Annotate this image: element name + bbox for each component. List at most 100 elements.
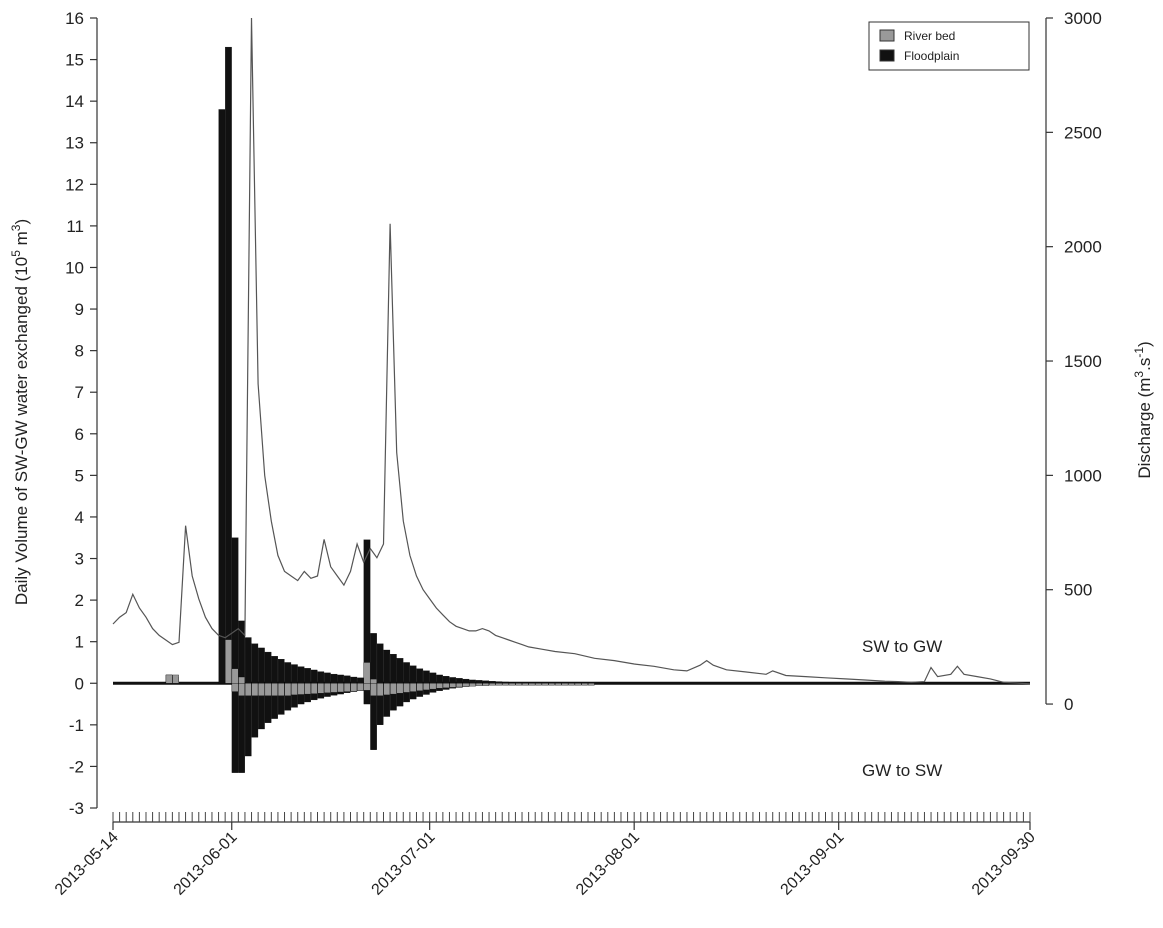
bar-river-bed bbox=[284, 683, 292, 696]
bar-floodplain bbox=[271, 656, 278, 684]
bar-floodplain bbox=[231, 683, 239, 773]
bar-river-bed bbox=[508, 683, 516, 686]
bar-floodplain bbox=[456, 678, 463, 684]
bar-river-bed bbox=[469, 683, 476, 687]
bar-floodplain bbox=[218, 109, 226, 684]
bar-floodplain bbox=[482, 680, 490, 684]
left-tick-label: 10 bbox=[65, 258, 84, 277]
bar-floodplain bbox=[403, 662, 410, 684]
bar-river-bed bbox=[588, 683, 595, 686]
bar-river-bed bbox=[581, 683, 588, 686]
bar-floodplain bbox=[442, 676, 450, 684]
left-tick-label: 1 bbox=[75, 633, 84, 652]
bar-floodplain bbox=[449, 677, 457, 684]
bar-floodplain bbox=[337, 674, 344, 684]
bar-floodplain bbox=[357, 677, 364, 684]
bar-river-bed bbox=[409, 683, 417, 692]
left-tick-label: 2 bbox=[75, 591, 84, 610]
x-tick-label: 2013-09-30 bbox=[969, 829, 1039, 899]
bar-floodplain bbox=[304, 668, 311, 684]
bar-river-bed bbox=[522, 683, 529, 686]
left-tick-label: 16 bbox=[65, 9, 84, 28]
bar-river-bed bbox=[449, 683, 457, 688]
bar-floodplain bbox=[231, 537, 239, 684]
left-tick-label: 15 bbox=[65, 51, 84, 70]
bar-river-bed bbox=[363, 662, 371, 684]
legend-label-river-bed: River bed bbox=[904, 29, 955, 43]
bar-river-bed bbox=[436, 683, 443, 689]
bar-floodplain bbox=[291, 664, 298, 684]
bar-river-bed bbox=[330, 683, 338, 693]
bar-river-bed bbox=[317, 683, 325, 694]
x-tick-label: 2013-07-01 bbox=[369, 829, 439, 899]
left-tick-label: 13 bbox=[65, 134, 84, 153]
x-tick-label: 2013-09-01 bbox=[778, 829, 848, 899]
left-tick-label: 7 bbox=[75, 383, 84, 402]
bar-river-bed bbox=[528, 683, 536, 686]
x-tick-label: 2013-05-14 bbox=[52, 829, 122, 899]
bar-floodplain bbox=[502, 681, 509, 684]
right-axis-title: Discharge (m3.s-1) bbox=[1132, 341, 1154, 478]
bar-floodplain bbox=[390, 654, 397, 684]
bar-river-bed bbox=[548, 683, 555, 686]
left-tick-label: -3 bbox=[69, 799, 84, 818]
bar-river-bed bbox=[541, 683, 549, 686]
left-tick-label: 9 bbox=[75, 300, 84, 319]
bar-river-bed bbox=[297, 683, 305, 695]
left-tick-label: -1 bbox=[69, 716, 84, 735]
bar-river-bed bbox=[502, 683, 509, 686]
bar-river-bed bbox=[304, 683, 311, 695]
bar-river-bed bbox=[363, 683, 371, 691]
bar-river-bed bbox=[462, 683, 470, 687]
bar-river-bed bbox=[495, 683, 503, 686]
legend: River bed Floodplain bbox=[868, 21, 1030, 71]
bar-floodplain bbox=[423, 670, 430, 684]
bar-floodplain bbox=[317, 671, 325, 684]
bar-river-bed bbox=[231, 668, 239, 684]
bar-floodplain bbox=[489, 681, 496, 684]
bar-floodplain bbox=[350, 676, 358, 684]
left-tick-label: 3 bbox=[75, 550, 84, 569]
bar-floodplain bbox=[409, 665, 417, 684]
bar-river-bed bbox=[376, 683, 384, 696]
annotation-sw-to-gw: SW to GW bbox=[862, 637, 942, 656]
bar-river-bed bbox=[225, 639, 232, 684]
left-tick-label: 6 bbox=[75, 425, 84, 444]
bar-floodplain bbox=[343, 675, 351, 684]
bar-river-bed bbox=[271, 683, 278, 696]
bar-floodplain bbox=[330, 673, 338, 684]
bar-river-bed bbox=[343, 683, 351, 692]
x-axis: 2013-05-14 2013-06-01 2013-07-01 2013-08-01… bbox=[52, 812, 1039, 899]
bar-river-bed bbox=[165, 674, 173, 684]
left-tick-label: 4 bbox=[75, 508, 84, 527]
right-tick-label: 3000 bbox=[1064, 9, 1102, 28]
bar-floodplain bbox=[238, 683, 245, 773]
bar-river-bed bbox=[357, 683, 364, 691]
bar-floodplain bbox=[495, 681, 503, 684]
right-tick-label: 2000 bbox=[1064, 238, 1102, 257]
bar-river-bed bbox=[423, 683, 430, 691]
discharge-line bbox=[112, 17, 1031, 685]
bar-river-bed bbox=[574, 683, 582, 686]
bar-floodplain bbox=[258, 647, 265, 684]
bar-floodplain bbox=[244, 637, 252, 684]
bar-floodplain bbox=[383, 649, 391, 684]
bar-floodplain bbox=[416, 668, 424, 684]
bar-river-bed bbox=[172, 674, 179, 684]
left-tick-label: 14 bbox=[65, 92, 84, 111]
legend-swatch-river-bed bbox=[879, 29, 895, 42]
bar-river-bed bbox=[310, 683, 318, 694]
left-tick-label: 12 bbox=[65, 175, 84, 194]
bar-river-bed bbox=[403, 683, 410, 693]
right-tick-label: 0 bbox=[1064, 695, 1073, 714]
bar-river-bed bbox=[277, 683, 285, 696]
right-tick-label: 500 bbox=[1064, 581, 1092, 600]
bar-floodplain bbox=[436, 674, 443, 684]
bar-river-bed bbox=[390, 683, 397, 695]
x-tick-label: 2013-06-01 bbox=[171, 829, 241, 899]
left-axis-title: Daily Volume of SW-GW water exchanged (1… bbox=[9, 219, 31, 605]
bar-river-bed bbox=[251, 683, 259, 696]
bar-floodplain bbox=[429, 672, 437, 684]
bar-floodplain bbox=[277, 658, 285, 684]
bar-floodplain bbox=[469, 679, 476, 684]
